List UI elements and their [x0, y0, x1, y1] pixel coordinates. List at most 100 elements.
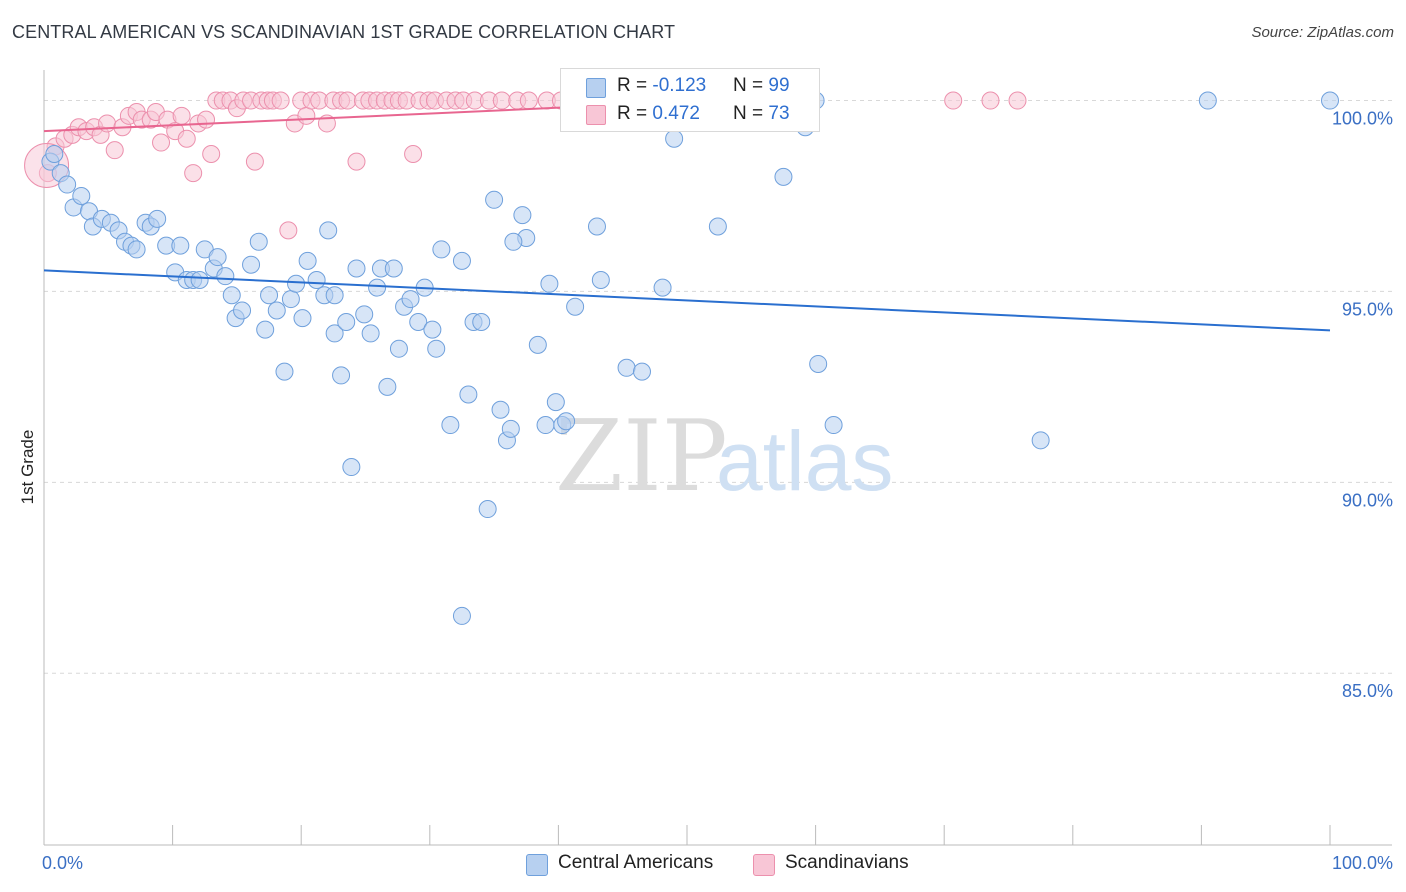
central-americans-point	[342, 458, 361, 477]
x-tick-label: 100.0%	[1332, 853, 1393, 873]
scandinavians-point	[297, 106, 316, 125]
central-americans-point	[409, 312, 428, 331]
central-americans-point	[368, 278, 387, 297]
central-americans-point	[389, 339, 408, 358]
central-americans-point	[774, 167, 793, 186]
central-americans-trend-line	[43, 269, 1331, 332]
central-americans-point	[378, 377, 397, 396]
central-americans-point	[557, 412, 576, 431]
central-americans-point	[298, 251, 317, 270]
central-americans-point	[171, 236, 190, 255]
central-americans-point	[432, 240, 451, 259]
central-americans-point	[566, 297, 585, 316]
scandinavians-point	[172, 106, 191, 125]
legend-label-scandinavians: Scandinavians	[785, 852, 909, 873]
legend-swatch-pink	[586, 105, 606, 125]
watermark: ZIP atlas	[555, 400, 893, 514]
central-americans-point	[536, 416, 555, 435]
stats-legend: R = -0.123 N = 99 R = 0.472 N = 73	[560, 68, 820, 132]
central-americans-point	[127, 240, 146, 259]
scandinavians-point	[279, 221, 298, 240]
scandinavians-point	[177, 129, 196, 148]
central-americans-point	[546, 393, 565, 412]
scandinavians-point	[197, 110, 216, 129]
scandinavians-point	[944, 91, 963, 110]
watermark-zip: ZIP	[555, 400, 728, 514]
central-americans-point	[242, 255, 261, 274]
central-americans-point	[256, 320, 275, 339]
central-americans-point	[452, 251, 471, 270]
central-americans-point	[708, 217, 727, 236]
central-americans-point	[355, 305, 374, 324]
central-americans-point	[653, 278, 672, 297]
axes	[43, 70, 1392, 846]
central-americans-point	[325, 286, 344, 305]
legend-label-central-americans: Central Americans	[558, 852, 714, 873]
scandinavians-point	[519, 91, 538, 110]
legend-r-blue: R = -0.123	[617, 75, 707, 96]
central-americans-point	[824, 416, 843, 435]
central-americans-point	[809, 354, 828, 373]
trend-lines	[43, 106, 1331, 332]
central-americans-point	[401, 290, 420, 309]
central-americans-point	[1198, 91, 1217, 110]
central-americans-point	[632, 362, 651, 381]
central-americans-point	[459, 385, 478, 404]
central-americans-point	[491, 400, 510, 419]
watermark-atlas: atlas	[716, 414, 893, 508]
scandinavians-point	[981, 91, 1000, 110]
scandinavians-point	[338, 91, 357, 110]
scandinavians-point	[347, 152, 366, 171]
central-americans-point	[222, 286, 241, 305]
legend-r-pink: R = 0.472	[617, 103, 700, 124]
legend-row-central-americans: R = -0.123 N = 99	[561, 73, 819, 101]
central-americans-point	[233, 301, 252, 320]
central-americans-point	[540, 274, 559, 293]
legend-swatch-blue	[586, 78, 606, 98]
central-americans-point	[361, 324, 380, 343]
central-americans-point	[319, 221, 338, 240]
central-americans-point	[384, 259, 403, 278]
central-americans-point	[260, 286, 279, 305]
central-americans-point	[148, 209, 167, 228]
y-tick-label: 85.0%	[1342, 681, 1393, 701]
central-americans-point	[45, 144, 64, 163]
gridlines	[44, 100, 1392, 674]
central-americans-point	[249, 232, 268, 251]
central-americans-point	[665, 129, 684, 148]
source-credit: Source: ZipAtlas.com	[1251, 24, 1394, 41]
scandinavians-point	[202, 144, 221, 163]
central-americans-point	[281, 290, 300, 309]
central-americans-point	[307, 270, 326, 289]
central-americans-point	[332, 366, 351, 385]
central-americans-point	[208, 248, 227, 267]
legend-swatch-scandinavians	[753, 854, 775, 876]
scandinavians-point	[271, 91, 290, 110]
central-americans-point	[293, 309, 312, 328]
scandinavians-point	[105, 141, 124, 160]
central-americans-point	[287, 274, 306, 293]
central-americans-point	[58, 175, 77, 194]
central-americans-point	[427, 339, 446, 358]
central-americans-point	[347, 259, 366, 278]
scandinavians-trend-line	[43, 106, 565, 133]
central-americans-point	[216, 267, 235, 286]
central-americans-point	[441, 416, 460, 435]
central-americans-point	[275, 362, 294, 381]
central-americans-point	[617, 358, 636, 377]
series-legend: Central Americans Scandinavians	[0, 852, 1406, 878]
central-americans-point	[587, 217, 606, 236]
scandinavians-point	[245, 152, 264, 171]
central-americans-point	[528, 335, 547, 354]
x-tick-label: 0.0%	[42, 853, 83, 873]
scandinavians-point	[152, 133, 171, 152]
central-americans-point	[423, 320, 442, 339]
central-americans-point	[1031, 431, 1050, 450]
central-americans-point	[472, 312, 491, 331]
legend-n-blue: N = 99	[733, 75, 790, 96]
central-americans-point	[267, 301, 286, 320]
central-americans-point	[478, 500, 497, 519]
central-americans-point	[72, 186, 91, 205]
central-americans-point	[452, 606, 471, 625]
